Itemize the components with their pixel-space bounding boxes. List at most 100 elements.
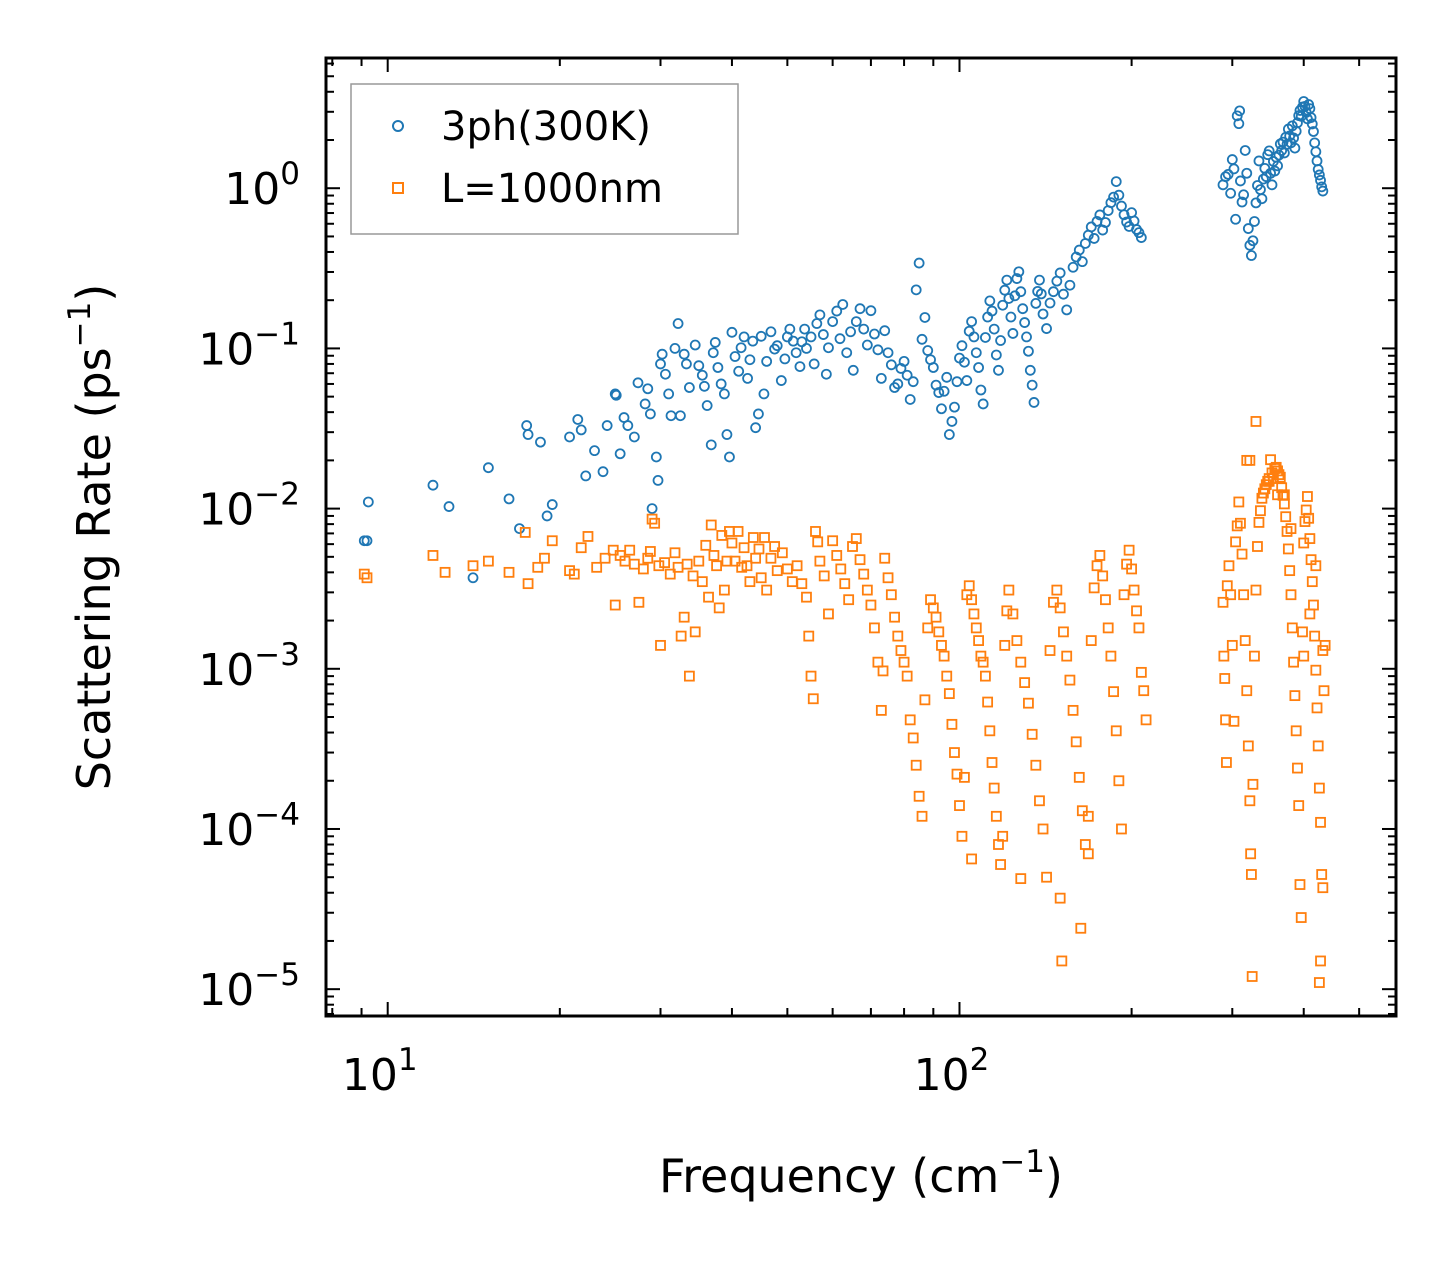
data-point-l1000nm: [1218, 650, 1230, 662]
data-point-l1000nm: [761, 584, 773, 596]
data-point-3ph: [1305, 112, 1317, 123]
data-point-l1000nm: [1239, 635, 1251, 646]
data-point-l1000nm: [1310, 560, 1322, 572]
data-point-l1000nm: [1105, 650, 1117, 662]
data-point-3ph: [949, 401, 960, 413]
data-point-3ph: [1076, 256, 1088, 268]
data-point-3ph: [628, 431, 640, 443]
data-point-3ph: [1064, 279, 1076, 291]
data-point-l1000nm: [910, 759, 922, 771]
data-point-3ph: [699, 380, 710, 392]
data-point-l1000nm: [1030, 759, 1042, 771]
data-point-3ph: [1233, 118, 1245, 130]
data-point-l1000nm: [708, 550, 720, 561]
data-point-l1000nm: [1048, 596, 1059, 608]
data-point-l1000nm: [1280, 511, 1292, 523]
series-l1000nm: [358, 416, 1331, 988]
data-point-l1000nm: [1100, 594, 1111, 606]
data-point-3ph: [683, 382, 695, 393]
data-point-3ph: [943, 429, 955, 440]
data-point-3ph: [901, 369, 913, 381]
data-point-l1000nm: [951, 768, 963, 780]
data-point-l1000nm: [956, 830, 968, 842]
data-point-l1000nm: [703, 591, 714, 603]
data-point-l1000nm: [599, 552, 611, 564]
data-point-l1000nm: [1249, 650, 1260, 662]
data-point-l1000nm: [1293, 800, 1305, 811]
data-point-3ph: [1110, 176, 1122, 187]
data-point-3ph: [1088, 233, 1100, 244]
data-point-3ph: [794, 361, 806, 372]
data-point-3ph: [1100, 217, 1111, 228]
data-point-3ph: [951, 376, 963, 388]
data-point-3ph: [718, 388, 730, 400]
data-point-l1000nm: [814, 555, 826, 567]
data-point-l1000nm: [827, 535, 839, 547]
plot-frame: [324, 56, 1398, 1018]
data-point-l1000nm: [1292, 762, 1303, 774]
data-point-3ph: [1021, 331, 1032, 343]
data-point-l1000nm: [1058, 626, 1069, 638]
data-point-3ph: [362, 496, 374, 508]
data-point-3ph: [1239, 145, 1251, 156]
data-point-l1000nm: [1253, 517, 1265, 528]
data-point-3ph: [1108, 191, 1119, 203]
data-point-l1000nm: [539, 552, 550, 564]
data-point-l1000nm: [1219, 673, 1231, 684]
legend-label-3ph: 3ph(300K): [441, 104, 651, 150]
data-point-3ph: [999, 284, 1011, 296]
data-point-3ph: [1085, 221, 1097, 233]
data-point-l1000nm: [1064, 674, 1076, 686]
data-point-3ph: [882, 347, 894, 359]
data-point-3ph: [1067, 261, 1079, 273]
data-point-l1000nm: [637, 563, 649, 575]
data-point-3ph: [753, 408, 764, 420]
data-point-3ph: [946, 416, 958, 427]
data-point-l1000nm: [1238, 589, 1250, 601]
data-point-l1000nm: [1313, 782, 1325, 794]
data-point-l1000nm: [1102, 622, 1114, 634]
data-point-l1000nm: [771, 565, 783, 577]
data-point-3ph: [933, 387, 945, 398]
data-point-3ph: [663, 388, 675, 400]
data-point-l1000nm: [1001, 605, 1013, 617]
data-point-3ph: [427, 479, 439, 491]
data-point-l1000nm: [1315, 816, 1326, 828]
data-point-l1000nm: [718, 584, 730, 596]
data-point-3ph: [1225, 187, 1237, 199]
data-point-l1000nm: [744, 576, 756, 588]
data-point-l1000nm: [936, 639, 947, 651]
data-point-l1000nm: [1019, 677, 1031, 688]
data-point-l1000nm: [678, 611, 690, 623]
data-point-3ph: [646, 503, 658, 515]
data-point-3ph: [747, 335, 759, 347]
data-point-l1000nm: [1133, 622, 1145, 634]
data-point-l1000nm: [683, 670, 695, 682]
data-point-l1000nm: [1037, 823, 1049, 835]
data-point-3ph: [1246, 250, 1257, 261]
data-point-l1000nm: [805, 670, 817, 682]
data-point-3ph: [712, 362, 724, 373]
data-point-l1000nm: [1070, 736, 1082, 748]
data-point-l1000nm: [1303, 512, 1315, 524]
data-point-l1000nm: [1231, 520, 1243, 532]
data-point-l1000nm: [938, 650, 950, 662]
data-point-l1000nm: [1273, 469, 1285, 481]
data-point-3ph: [916, 333, 928, 345]
data-point-l1000nm: [649, 517, 661, 529]
data-point-3ph: [968, 331, 980, 343]
data-point-l1000nm: [1319, 639, 1331, 651]
data-point-l1000nm: [1286, 622, 1298, 634]
data-point-l1000nm: [1297, 626, 1308, 638]
data-point-l1000nm: [1126, 563, 1138, 575]
series-3ph: [358, 96, 1329, 584]
data-point-l1000nm: [818, 570, 830, 582]
data-point-l1000nm: [810, 526, 821, 537]
data-point-l1000nm: [1228, 715, 1240, 727]
data-point-l1000nm: [1135, 666, 1147, 678]
data-point-3ph: [735, 342, 747, 354]
data-point-l1000nm: [1313, 977, 1325, 988]
data-point-l1000nm: [769, 541, 781, 552]
data-point-l1000nm: [1252, 541, 1263, 552]
data-point-3ph: [1113, 189, 1125, 201]
